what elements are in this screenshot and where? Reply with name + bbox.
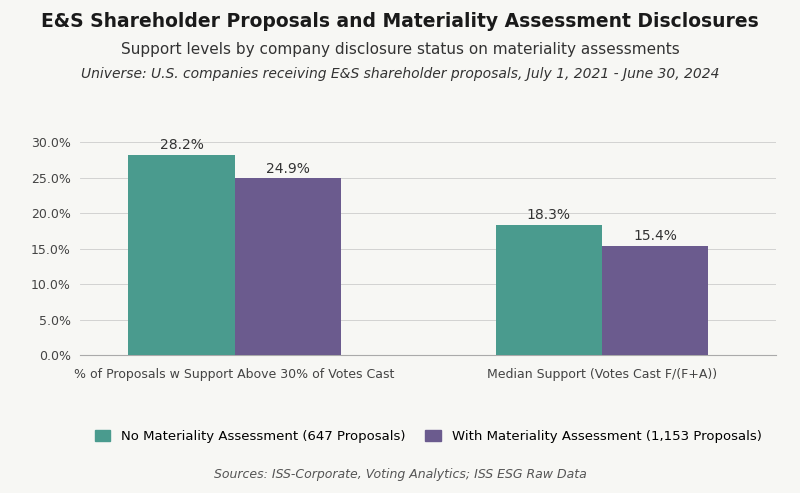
Text: Sources: ISS-Corporate, Voting Analytics; ISS ESG Raw Data: Sources: ISS-Corporate, Voting Analytics…	[214, 468, 586, 481]
Text: Support levels by company disclosure status on materiality assessments: Support levels by company disclosure sta…	[121, 42, 679, 57]
Bar	[128, 155, 234, 355]
Bar	[496, 225, 602, 355]
Text: 28.2%: 28.2%	[159, 138, 203, 152]
Text: 24.9%: 24.9%	[266, 162, 310, 176]
Text: E&S Shareholder Proposals and Materiality Assessment Disclosures: E&S Shareholder Proposals and Materialit…	[41, 12, 759, 32]
Text: 18.3%: 18.3%	[527, 209, 571, 222]
Bar	[234, 178, 341, 355]
Text: Universe: U.S. companies receiving E&S shareholder proposals, July 1, 2021 - Jun: Universe: U.S. companies receiving E&S s…	[81, 67, 719, 80]
Legend: No Materiality Assessment (647 Proposals), With Materiality Assessment (1,153 Pr: No Materiality Assessment (647 Proposals…	[94, 429, 762, 443]
Bar	[602, 246, 708, 355]
Text: 15.4%: 15.4%	[634, 229, 677, 243]
